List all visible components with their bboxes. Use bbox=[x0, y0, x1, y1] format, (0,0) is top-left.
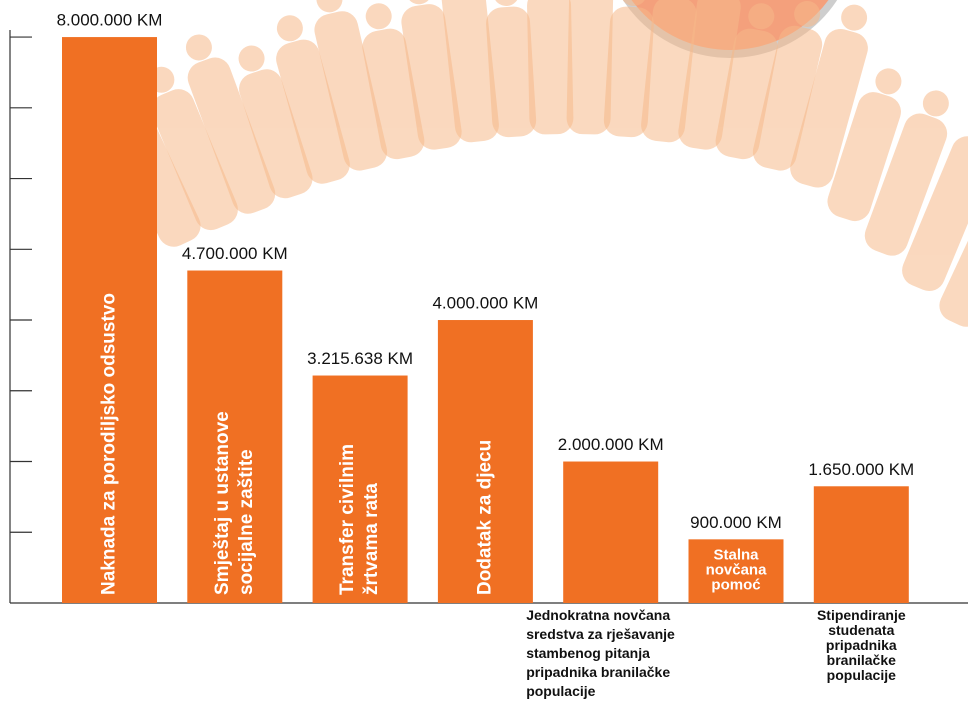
figure-body bbox=[486, 6, 537, 138]
bar bbox=[62, 37, 157, 603]
figure-head bbox=[185, 34, 212, 61]
figure bbox=[939, 200, 968, 327]
value-label: 4.700.000 KM bbox=[182, 244, 288, 263]
category-label: Transfer civilnim žrtvama rata bbox=[337, 444, 382, 595]
category-label: Dodatak za djecu bbox=[474, 440, 495, 595]
figure bbox=[314, 0, 388, 171]
category-label: Naknada za porodiljsko odsustvo bbox=[99, 293, 120, 595]
background-figures bbox=[112, 0, 968, 327]
figure-body bbox=[566, 0, 614, 135]
figure-head bbox=[276, 15, 303, 42]
figure-body bbox=[276, 39, 350, 184]
figure-body bbox=[239, 69, 313, 199]
figure-body bbox=[939, 200, 968, 327]
figure-body bbox=[864, 113, 948, 256]
bar bbox=[563, 461, 659, 603]
figure bbox=[441, 0, 499, 143]
bar bbox=[688, 539, 784, 603]
value-label: 3.215.638 KM bbox=[307, 349, 413, 368]
figure-head bbox=[748, 3, 775, 30]
figure-head bbox=[922, 90, 949, 117]
value-label: 8.000.000 KM bbox=[57, 11, 163, 30]
figure bbox=[864, 90, 949, 256]
bar bbox=[312, 375, 408, 603]
figure bbox=[603, 0, 654, 138]
category-label: Jednokratna novčana sredstva za rješavanj… bbox=[526, 607, 675, 699]
figure bbox=[527, 0, 574, 135]
figure bbox=[902, 136, 968, 292]
category-label: Stipendiranje studenata pripadnika branilač… bbox=[817, 607, 906, 683]
value-label: 4.000.000 KM bbox=[432, 294, 538, 313]
bar bbox=[437, 320, 533, 603]
category-label: Smještaj u ustanove socijalne zaštite bbox=[212, 411, 257, 595]
figure bbox=[276, 15, 350, 184]
figure bbox=[566, 0, 614, 135]
figure-head bbox=[875, 68, 902, 95]
figure bbox=[752, 0, 823, 171]
figure bbox=[185, 34, 276, 214]
figure-head bbox=[493, 0, 520, 7]
bar bbox=[813, 486, 909, 603]
figure-body bbox=[603, 6, 654, 138]
figure-body bbox=[827, 92, 901, 222]
figure bbox=[827, 68, 902, 222]
figure-body bbox=[527, 0, 574, 135]
figure-body bbox=[752, 25, 823, 171]
figure bbox=[238, 45, 313, 199]
figure-body bbox=[187, 57, 276, 214]
figure-body bbox=[790, 28, 868, 188]
figure-head bbox=[794, 0, 821, 27]
figure-head bbox=[238, 45, 265, 72]
figure bbox=[486, 0, 537, 138]
category-label: Stalna novčana pomoć bbox=[706, 546, 768, 593]
figure-head bbox=[365, 3, 392, 30]
bar bbox=[187, 270, 283, 603]
figure-body bbox=[314, 11, 388, 171]
value-label: 1.650.000 KM bbox=[808, 460, 914, 479]
value-label: 2.000.000 KM bbox=[558, 435, 664, 454]
figure-head bbox=[841, 4, 868, 31]
figure-head bbox=[316, 0, 343, 13]
figure-body bbox=[441, 0, 499, 143]
value-label: 900.000 KM bbox=[690, 513, 782, 532]
figure-body bbox=[902, 136, 968, 292]
figure-body bbox=[151, 89, 238, 231]
figure bbox=[790, 4, 868, 188]
